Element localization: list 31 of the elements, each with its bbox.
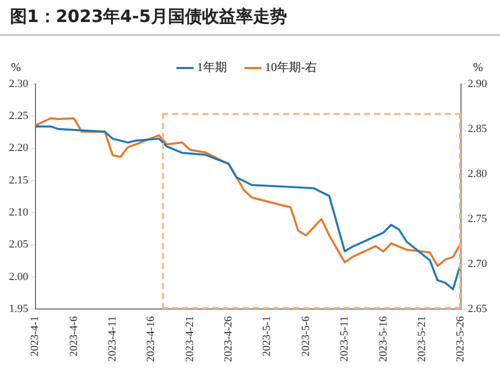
x-tick-label: 2023-4-6 <box>68 316 80 356</box>
y2-tick-label: 2.70 <box>468 258 488 270</box>
y2-tick-label: 2.85 <box>468 122 488 135</box>
x-tick-label: 2023-4-26 <box>222 316 235 362</box>
y2-axis-title: % <box>473 60 483 74</box>
y-tick-label: 2.20 <box>9 142 29 154</box>
chart-title: 图1：2023年4-5月国债收益率走势 <box>0 0 500 36</box>
y2-tick-label: 2.80 <box>468 168 488 180</box>
y-axis-title: % <box>11 60 21 74</box>
y-tick-label: 2.30 <box>9 78 29 90</box>
x-tick-label: 2023-4-16 <box>145 316 158 362</box>
y-tick-label: 2.00 <box>9 270 29 283</box>
y2-tick-label: 2.65 <box>468 303 488 316</box>
y2-tick-label: 2.90 <box>468 78 488 90</box>
x-tick-label: 2023-5-16 <box>377 316 390 362</box>
legend-label: 1年期 <box>197 60 227 74</box>
y-tick-label: 2.10 <box>9 206 29 219</box>
x-tick-label: 2023-5-1 <box>261 316 274 356</box>
x-tick-label: 2023-5-26 <box>454 316 467 362</box>
x-tick-label: 2023-4-11 <box>106 316 119 362</box>
y2-tick-label: 2.75 <box>468 212 488 225</box>
y-tick-label: 2.25 <box>9 110 29 122</box>
legend-label: 10年期-右 <box>265 60 317 74</box>
y-tick-label: 2.15 <box>9 174 29 186</box>
x-tick-label: 2023-4-21 <box>184 316 196 362</box>
x-tick-label: 2023-4-1 <box>29 316 42 356</box>
y-tick-label: 1.95 <box>9 303 29 316</box>
x-tick-label: 2023-5-21 <box>416 316 428 362</box>
x-tick-label: 2023-5-11 <box>338 316 351 362</box>
y-tick-label: 2.05 <box>9 238 29 251</box>
x-tick-label: 2023-5-6 <box>300 316 312 356</box>
